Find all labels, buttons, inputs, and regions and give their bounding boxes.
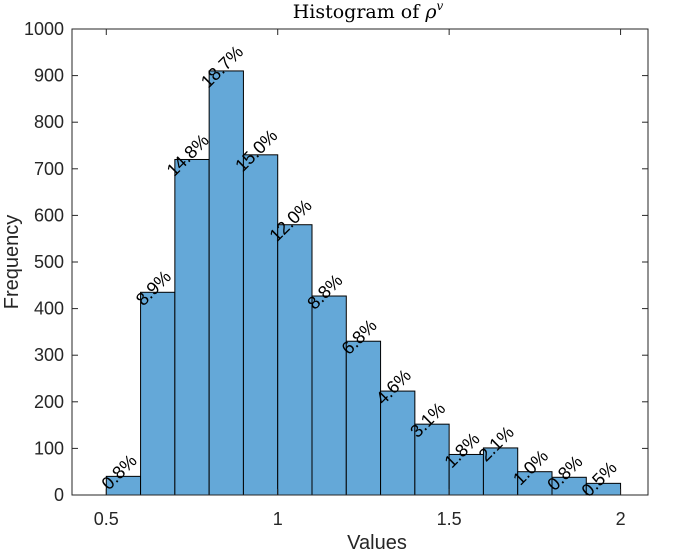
x-tick-label: 0.5 <box>94 509 119 529</box>
histogram-bar <box>345 340 382 496</box>
x-tick-label: 1 <box>273 509 283 529</box>
chart-title-symbol: ρ <box>424 1 437 23</box>
y-tick-label: 0 <box>54 485 64 505</box>
axes-layer: 0 100 200 300 400 500 600 700 800 900 1000 0.5 1 1.5 2 <box>24 19 649 529</box>
y-tick-label: 600 <box>34 205 64 225</box>
y-tick-label: 1000 <box>24 19 64 39</box>
y-tick-label: 900 <box>34 66 64 86</box>
histogram-bar <box>311 295 347 496</box>
x-tick-label: 1.5 <box>437 509 462 529</box>
histogram-bar <box>140 291 176 496</box>
histogram-bar <box>380 390 416 496</box>
x-axis-label: Values <box>347 532 407 552</box>
histogram-bar <box>448 453 484 496</box>
chart-title-superscript: v <box>437 0 444 13</box>
chart-title-text: Histogram of <box>293 1 426 23</box>
histogram-bar <box>277 224 313 496</box>
y-tick-label: 400 <box>34 299 64 319</box>
y-axis-label: Frequency <box>1 215 23 310</box>
bars-layer <box>105 70 622 496</box>
y-tick-label: 500 <box>34 252 64 272</box>
y-tick-label: 700 <box>34 159 64 179</box>
histogram-bar <box>174 158 210 496</box>
y-tick-label: 100 <box>34 438 64 458</box>
histogram-bar <box>208 70 244 496</box>
histogram-bar <box>242 154 279 496</box>
y-tick-label: 300 <box>34 345 64 365</box>
x-tick-label: 2 <box>616 509 626 529</box>
y-tick-label: 200 <box>34 392 64 412</box>
chart-title: Histogram of ρv <box>293 0 444 23</box>
y-tick-label: 800 <box>34 112 64 132</box>
histogram-bar <box>414 423 450 496</box>
